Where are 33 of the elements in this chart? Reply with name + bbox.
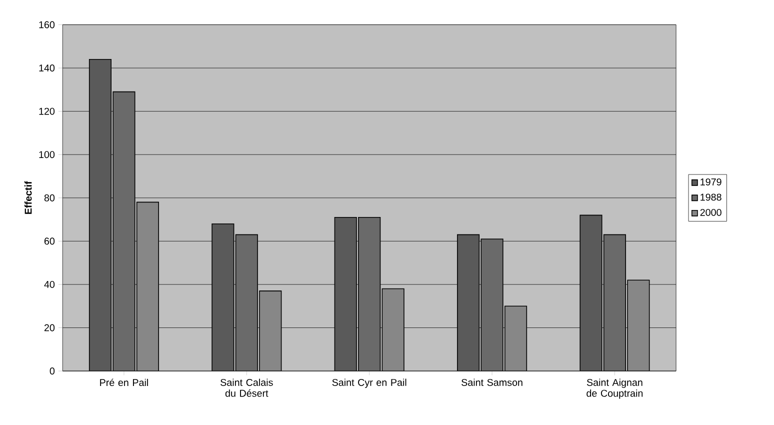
bar <box>480 238 504 371</box>
y-axis-title: Effectif <box>24 180 32 214</box>
y-tick-label: 100 <box>39 150 55 158</box>
x-tick-label: Saint Cyr en Pail <box>332 378 406 388</box>
bar <box>334 216 357 371</box>
y-tick-label: 80 <box>44 194 55 202</box>
legend-label: 2000 <box>700 208 722 216</box>
bar <box>580 214 602 371</box>
y-tick-label: 160 <box>39 21 55 28</box>
bar <box>212 223 234 371</box>
x-tick-label: Pré en Pail <box>100 378 148 386</box>
bar <box>457 234 480 371</box>
bar <box>88 58 112 371</box>
bar <box>112 91 136 371</box>
y-tick-label: 40 <box>44 280 55 288</box>
bar <box>627 280 650 371</box>
bar <box>603 234 626 371</box>
bar <box>358 216 381 371</box>
legend-label: 1979 <box>700 178 722 186</box>
y-tick-label: 60 <box>44 237 55 244</box>
bar <box>136 202 159 371</box>
bar <box>382 288 404 371</box>
y-tick-label: 120 <box>39 108 55 115</box>
bar <box>235 234 258 371</box>
legend-label: 1988 <box>700 193 722 200</box>
bar <box>504 305 528 371</box>
x-tick-label: Saint Samson <box>462 378 522 386</box>
y-tick-label: 20 <box>44 324 55 331</box>
bar <box>259 290 282 371</box>
y-tick-label: 0 <box>50 367 55 374</box>
x-tick-label: Saint Calais du Désert <box>220 378 273 397</box>
y-tick-label: 140 <box>39 64 55 72</box>
x-tick-label: Saint Aignan de Couptrain <box>586 378 643 399</box>
